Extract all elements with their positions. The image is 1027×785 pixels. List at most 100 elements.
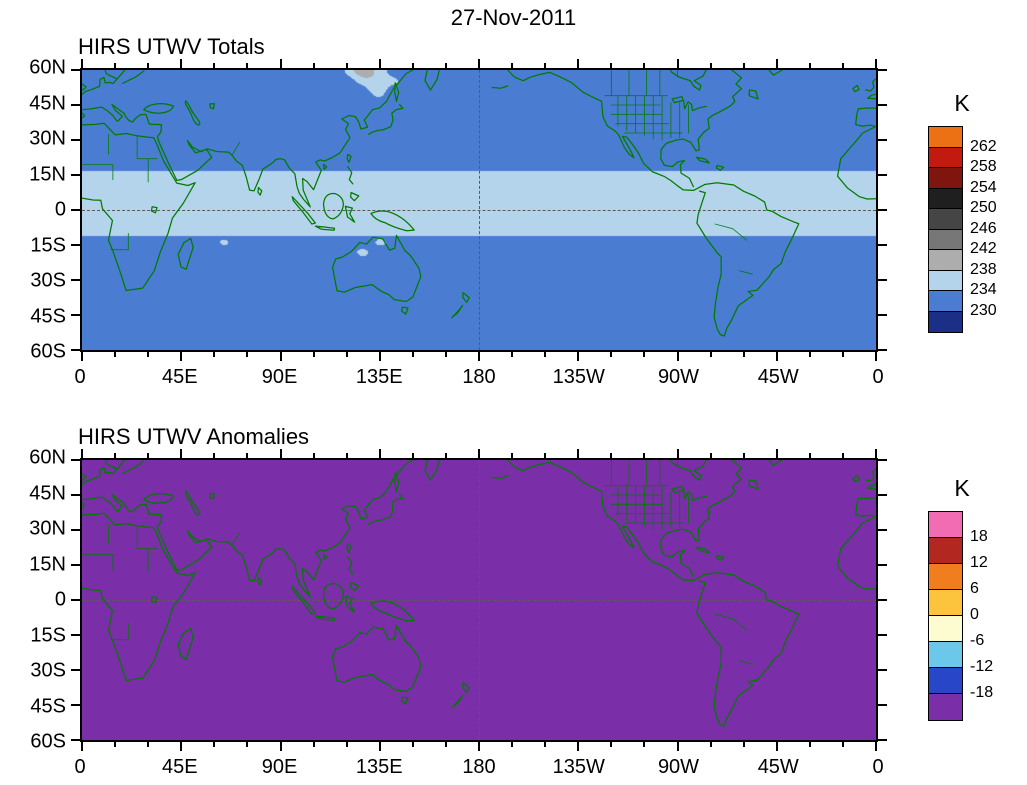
x-axis-tick bbox=[114, 742, 117, 747]
x-tick-label: 45W bbox=[757, 366, 799, 388]
x-axis-tick bbox=[610, 453, 613, 458]
x-axis-tick bbox=[378, 59, 381, 68]
y-tick-label: 15N bbox=[29, 553, 66, 575]
x-axis-tick bbox=[180, 449, 183, 458]
y-axis-tick bbox=[71, 529, 80, 531]
x-axis-tick bbox=[478, 352, 480, 361]
x-axis-tick bbox=[511, 63, 514, 68]
colorbar-tick-label: 242 bbox=[970, 240, 997, 257]
x-axis-tick bbox=[808, 742, 811, 747]
x-axis-tick bbox=[676, 59, 679, 68]
y-axis-tick bbox=[878, 139, 887, 141]
x-axis-tick bbox=[279, 449, 282, 458]
x-axis-tick bbox=[875, 742, 877, 751]
x-axis-tick bbox=[643, 63, 646, 68]
colorbar-tick-label: 250 bbox=[970, 199, 997, 216]
y-axis-tick bbox=[878, 69, 887, 71]
colorbar-cell bbox=[929, 209, 962, 230]
x-axis-tick bbox=[610, 63, 613, 68]
x-axis-tick bbox=[147, 453, 150, 458]
x-axis-tick bbox=[544, 742, 547, 747]
y-axis-tick bbox=[878, 349, 887, 351]
y-tick-label: 60S bbox=[30, 730, 66, 753]
x-axis-tick bbox=[345, 453, 348, 458]
colorbar-tick-label: 262 bbox=[970, 137, 997, 155]
x-axis-tick bbox=[411, 352, 414, 357]
x-axis-tick bbox=[577, 59, 580, 68]
colorbar-tick-label: 234 bbox=[970, 281, 997, 298]
y-tick-label: 30N bbox=[29, 517, 66, 540]
x-axis-tick bbox=[81, 449, 83, 458]
x-axis-tick bbox=[841, 453, 844, 458]
x-axis-tick bbox=[378, 352, 381, 361]
x-tick-label: 0 bbox=[872, 366, 884, 388]
y-tick-label: 45N bbox=[29, 92, 66, 114]
x-axis-tick bbox=[180, 352, 183, 361]
x-tick-label: 180 bbox=[462, 756, 496, 778]
x-axis-tick bbox=[709, 352, 712, 357]
colorbar-cell bbox=[929, 127, 962, 148]
y-axis-tick bbox=[878, 314, 887, 316]
x-axis-tick bbox=[411, 63, 414, 68]
x-axis-tick bbox=[808, 352, 811, 357]
colorbar-cell bbox=[929, 512, 962, 538]
x-axis-tick bbox=[147, 352, 150, 357]
colorbar-cell bbox=[929, 270, 962, 291]
colorbar-tick-label: -6 bbox=[970, 632, 985, 649]
x-tick-label: 180 bbox=[462, 366, 496, 388]
x-axis-tick bbox=[180, 59, 183, 68]
x-axis-tick bbox=[544, 63, 547, 68]
x-axis-tick bbox=[577, 742, 580, 751]
x-tick-label: 45E bbox=[161, 756, 198, 778]
x-axis-tick bbox=[279, 59, 282, 68]
y-tick-label: 0 bbox=[54, 198, 66, 221]
x-axis-tick bbox=[544, 453, 547, 458]
y-tick-label: 60S bbox=[30, 340, 66, 363]
x-tick-label: 90W bbox=[657, 756, 700, 778]
x-axis-tick bbox=[676, 449, 679, 458]
x-axis-tick bbox=[345, 352, 348, 357]
colorbar-tick-label: 246 bbox=[970, 219, 997, 237]
x-tick-label: 135E bbox=[355, 366, 403, 388]
colorbar-tick-label: 230 bbox=[970, 301, 997, 319]
x-axis-tick bbox=[478, 59, 480, 68]
x-axis-tick bbox=[213, 453, 216, 458]
y-axis-tick bbox=[71, 634, 80, 636]
x-axis-tick bbox=[81, 742, 83, 751]
x-axis-tick bbox=[511, 742, 514, 747]
x-axis-tick bbox=[213, 742, 216, 747]
y-axis-tick bbox=[71, 69, 80, 71]
y-tick-label: 0 bbox=[54, 588, 66, 611]
y-axis-tick bbox=[71, 244, 80, 246]
y-tick-label: 30S bbox=[30, 659, 66, 682]
colorbar-cells bbox=[928, 511, 963, 721]
y-axis-tick bbox=[878, 279, 887, 281]
x-axis-tick bbox=[378, 449, 381, 458]
colorbar-cell bbox=[929, 168, 962, 189]
colorbar-units-label: K bbox=[954, 475, 970, 501]
x-axis-tick bbox=[643, 453, 646, 458]
x-axis-tick bbox=[246, 742, 249, 747]
x-axis-tick bbox=[742, 742, 745, 747]
x-axis-tick bbox=[808, 453, 811, 458]
x-axis-tick bbox=[577, 449, 580, 458]
x-axis-tick bbox=[312, 352, 315, 357]
equator-reference-line bbox=[82, 600, 876, 601]
x-axis-tick bbox=[444, 742, 447, 747]
x-axis-tick bbox=[742, 352, 745, 357]
y-tick-label: 60N bbox=[29, 56, 66, 79]
y-axis-tick bbox=[71, 599, 80, 601]
y-axis-tick bbox=[878, 599, 887, 601]
x-axis-tick bbox=[875, 449, 877, 458]
x-axis-tick bbox=[709, 453, 712, 458]
y-axis-tick bbox=[71, 314, 80, 316]
x-axis-tick bbox=[610, 352, 613, 357]
colorbar-cell bbox=[929, 564, 962, 590]
x-axis-labels: 0 45E 90E 135E 180 135W 90W 45W 0 bbox=[74, 366, 883, 392]
x-axis-tick bbox=[444, 352, 447, 357]
x-tick-label: 90E bbox=[261, 756, 298, 778]
x-axis-tick bbox=[610, 742, 613, 747]
x-axis-tick bbox=[411, 453, 414, 458]
x-axis-tick bbox=[246, 63, 249, 68]
colorbar-tick-label: 0 bbox=[970, 606, 979, 623]
